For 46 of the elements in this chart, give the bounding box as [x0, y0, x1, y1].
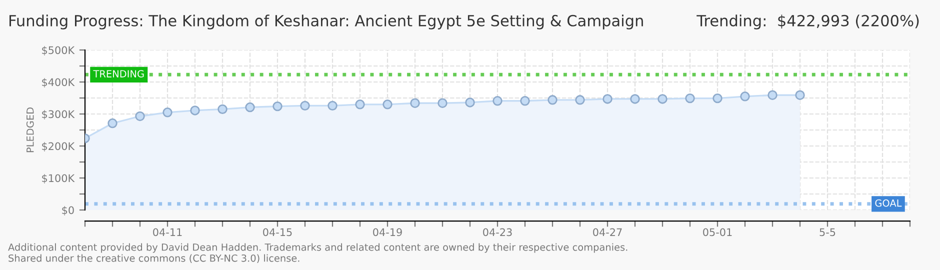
- text: Additional content provided by David Dean Hadden. Trademarks and related content are owned by their respective companies.: [8, 243, 628, 253]
- point: [520, 96, 530, 106]
- x-tick-label: 04-23: [483, 228, 512, 236]
- x-tick-label: 04-11: [153, 228, 182, 236]
- chart-title: Funding Progress: The Kingdom of Keshanar: Ancient Egypt 5e Setting & Campaign: [10, 14, 643, 30]
- y-tick-label: $0: [62, 206, 74, 216]
- point: [685, 93, 695, 104]
- y-tick-label: $100K: [42, 174, 75, 184]
- point: [465, 98, 475, 108]
- ref-line-label: TRENDING: [93, 70, 144, 78]
- point: [438, 98, 448, 108]
- y-axis-title: PLEDGED: [26, 108, 34, 152]
- point: [245, 102, 255, 112]
- point: [658, 94, 668, 104]
- x-tick-label: 05-01: [703, 228, 732, 236]
- point: [272, 101, 282, 112]
- point: [218, 104, 228, 114]
- point: [768, 90, 778, 100]
- y-tick-label: $200K: [42, 142, 75, 152]
- point: [602, 94, 612, 104]
- point: [410, 98, 420, 108]
- point: [740, 92, 750, 102]
- x-tick-label: 5-5: [820, 228, 836, 236]
- ref-line-label: GOAL: [875, 199, 902, 207]
- point: [548, 95, 558, 105]
- point: [190, 106, 200, 116]
- point: [795, 90, 805, 100]
- y-tick-label: $400K: [42, 78, 75, 88]
- point: [300, 100, 310, 111]
- point: [162, 108, 172, 118]
- point: [630, 94, 640, 104]
- x-tick-label: 04-15: [263, 228, 292, 236]
- point: [382, 100, 392, 110]
- point: [575, 95, 585, 105]
- x-tick-label: 04-19: [373, 228, 402, 236]
- point: [712, 93, 722, 104]
- point: [355, 100, 365, 110]
- chart-subtitle: Trending: $422,993 (2200%): [696, 14, 919, 30]
- text: Shared under the creative commons (CC BY-NC 3.0) license.: [8, 254, 300, 263]
- point: [108, 118, 118, 128]
- point: [492, 96, 502, 106]
- y-tick-label: $500K: [42, 46, 75, 56]
- x-tick-label: 04-27: [593, 228, 622, 236]
- point: [135, 111, 145, 122]
- y-tick-label: $300K: [42, 110, 75, 120]
- point: [328, 100, 338, 111]
